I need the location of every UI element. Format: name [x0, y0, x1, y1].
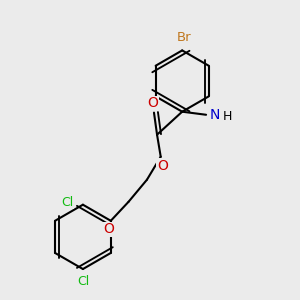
Text: H: H — [222, 110, 232, 123]
Text: O: O — [103, 222, 114, 236]
Text: O: O — [157, 159, 168, 173]
Text: Cl: Cl — [77, 275, 90, 288]
Text: Cl: Cl — [61, 196, 73, 209]
Text: N: N — [209, 108, 220, 122]
Text: O: O — [147, 96, 158, 110]
Text: Br: Br — [176, 31, 191, 44]
